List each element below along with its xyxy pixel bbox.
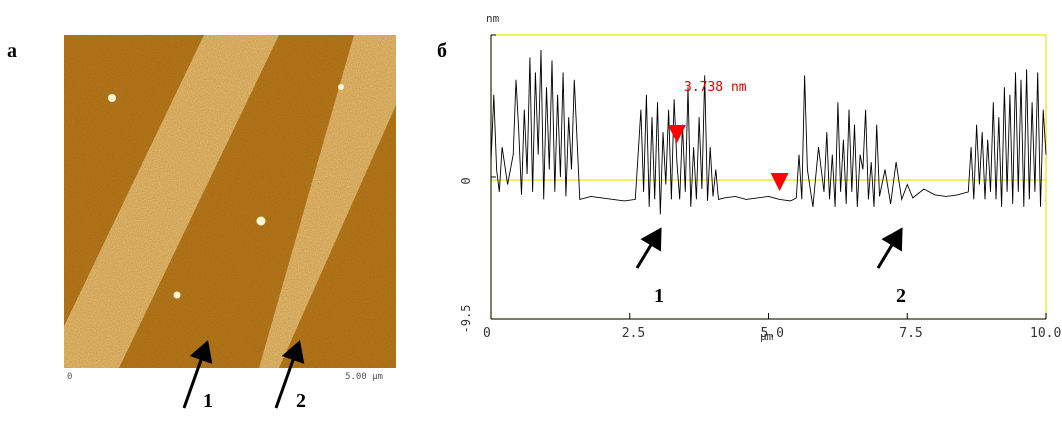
panel-b-marker-2: 2 — [896, 285, 906, 307]
scale-start-label: 0 — [67, 372, 73, 382]
panel-b-letter: б — [437, 40, 447, 62]
x-tick-label: 5.0 — [761, 326, 784, 341]
afm-topography-image — [64, 35, 396, 368]
arrow-2-panel-b — [876, 227, 903, 269]
cursor-marker — [667, 125, 686, 143]
plot-frame — [490, 34, 1047, 320]
y-tick-label: 0 — [459, 177, 473, 184]
y-axis-unit-label: nm — [486, 12, 500, 25]
y-tick-label: -9.5 — [459, 305, 473, 334]
x-tick-label: 2.5 — [622, 326, 645, 341]
panel-b-marker-1: 1 — [654, 285, 664, 307]
panel-a-marker-1: 1 — [203, 390, 213, 412]
x-tick-label: 7.5 — [899, 326, 922, 341]
particle — [108, 94, 116, 102]
particle — [338, 84, 344, 90]
arrow-1-panel-b — [635, 227, 662, 269]
particle — [173, 291, 181, 299]
height-annotation: 3.738 nm — [684, 80, 747, 95]
x-axis-unit-label: μm — [760, 330, 774, 343]
particle — [256, 216, 266, 226]
profile-line — [490, 49, 1047, 215]
panel-a-marker-2: 2 — [296, 390, 306, 412]
x-tick-label: 10.0 — [1030, 326, 1061, 341]
panel-a-letter: а — [7, 40, 17, 62]
cursor-marker — [770, 173, 789, 191]
scale-end-label: 5.00 μm — [345, 372, 383, 382]
afm-image-svg — [64, 35, 396, 368]
x-tick-label: 0 — [483, 326, 491, 341]
